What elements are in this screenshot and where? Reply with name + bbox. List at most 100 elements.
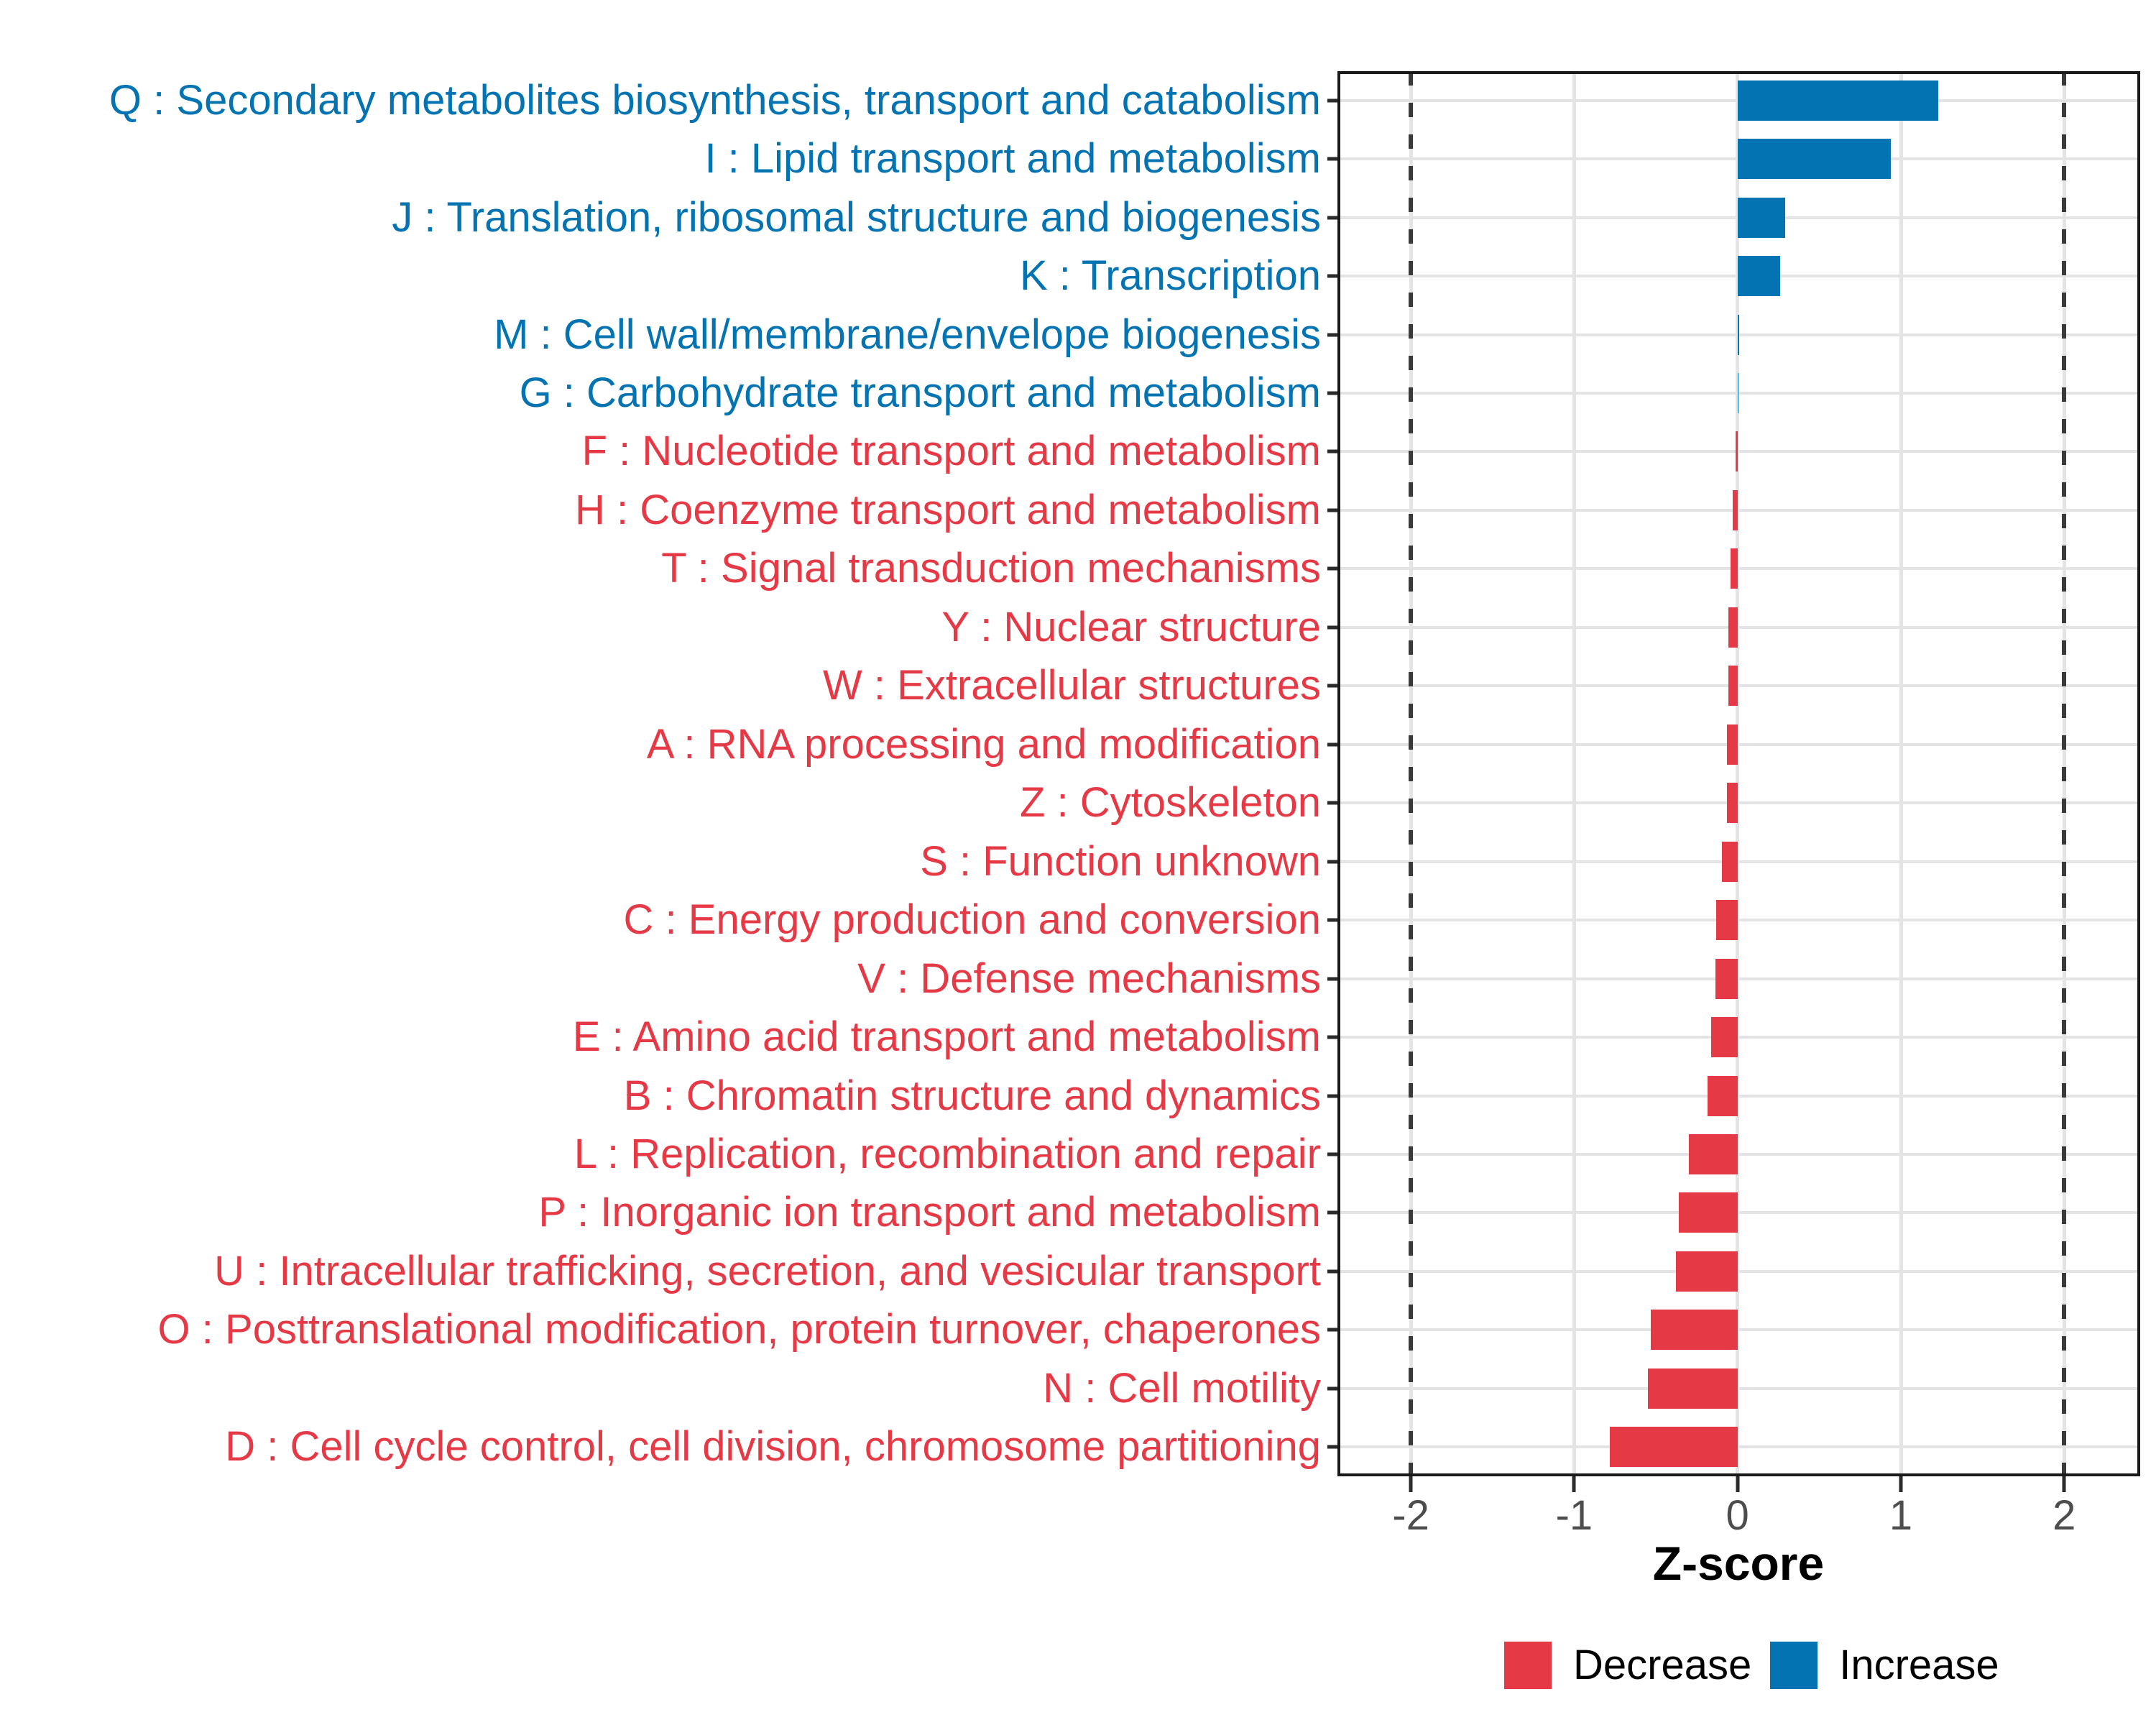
x-axis-tick-label: -2 — [1392, 1492, 1429, 1539]
bar — [1715, 958, 1738, 999]
y-axis-tick — [1327, 1386, 1337, 1391]
y-axis-tick — [1327, 216, 1337, 220]
y-axis-tick — [1327, 860, 1337, 864]
y-axis-label: H : Coenzyme transport and metabolism — [575, 486, 1321, 533]
gridline-horizontal — [1337, 1094, 2140, 1098]
y-axis-tick — [1327, 1210, 1337, 1215]
bar — [1735, 431, 1738, 472]
legend-item-decrease: Decrease — [1504, 1642, 1751, 1689]
x-axis-tick-label: -1 — [1555, 1492, 1593, 1539]
gridline-vertical — [1572, 71, 1576, 1476]
y-axis-tick — [1327, 918, 1337, 922]
bar — [1610, 1427, 1738, 1468]
gridline-vertical — [1736, 71, 1740, 1476]
y-axis-tick — [1327, 801, 1337, 805]
gridline-horizontal — [1337, 860, 2140, 863]
gridline-horizontal — [1337, 1152, 2140, 1156]
gridline-horizontal — [1337, 1211, 2140, 1215]
gridline-horizontal — [1337, 1445, 2140, 1449]
reference-line-dashed — [2062, 71, 2067, 1476]
bar — [1647, 1368, 1738, 1409]
gridline-horizontal — [1337, 684, 2140, 688]
y-axis-label: Z : Cytoskeleton — [1019, 779, 1321, 827]
gridline-horizontal — [1337, 508, 2140, 512]
x-axis-tick — [1899, 1476, 1903, 1492]
y-axis-tick — [1327, 566, 1337, 571]
gridline-horizontal — [1337, 392, 2140, 395]
y-axis-tick — [1327, 625, 1337, 630]
y-axis-tick — [1327, 274, 1337, 278]
y-axis-label: Q : Secondary metabolites biosynthesis, … — [109, 76, 1321, 124]
x-axis-tick — [2062, 1476, 2066, 1492]
gridline-horizontal — [1337, 801, 2140, 805]
y-axis-label: Y : Nuclear structure — [941, 603, 1321, 650]
gridline-horizontal — [1337, 450, 2140, 454]
bar — [1732, 489, 1738, 530]
legend-swatch-decrease — [1504, 1642, 1552, 1689]
bar — [1737, 314, 1740, 355]
y-axis-label: V : Defense mechanisms — [857, 954, 1321, 1002]
y-axis-label: C : Energy production and conversion — [623, 896, 1321, 944]
bar — [1651, 1310, 1738, 1351]
gridline-horizontal — [1337, 567, 2140, 571]
y-axis-tick — [1327, 1094, 1337, 1098]
y-axis-label: M : Cell wall/membrane/envelope biogenes… — [494, 310, 1321, 358]
legend-label-decrease: Decrease — [1573, 1642, 1752, 1688]
y-axis-tick — [1327, 742, 1337, 747]
legend-label-increase: Increase — [1839, 1642, 1999, 1688]
x-axis-tick-label: 2 — [2053, 1492, 2076, 1539]
y-axis-tick — [1327, 449, 1337, 454]
x-axis-tick — [1572, 1476, 1576, 1492]
gridline-horizontal — [1337, 625, 2140, 629]
y-axis-label: W : Extracellular structures — [823, 662, 1321, 709]
bar — [1721, 841, 1738, 882]
y-axis-label: L : Replication, recombination and repai… — [573, 1130, 1321, 1177]
y-axis-label: S : Function unknown — [920, 837, 1321, 885]
y-axis-tick — [1327, 157, 1337, 161]
gridline-horizontal — [1337, 977, 2140, 980]
bar — [1726, 724, 1738, 765]
x-axis-tick-label: 0 — [1726, 1492, 1749, 1539]
bar — [1737, 197, 1785, 238]
y-axis-label: F : Nucleotide transport and metabolism — [581, 428, 1321, 475]
y-axis-tick — [1327, 333, 1337, 337]
bar — [1716, 900, 1738, 941]
y-axis-tick — [1327, 1152, 1337, 1156]
legend-swatch-increase — [1770, 1642, 1818, 1689]
bar — [1726, 783, 1738, 824]
gridline-horizontal — [1337, 919, 2140, 922]
bar — [1678, 1192, 1738, 1233]
gridline-horizontal — [1337, 1386, 2140, 1390]
x-axis-title: Z-score — [1652, 1537, 1825, 1590]
gridline-horizontal — [1337, 1269, 2140, 1273]
x-axis-tick-label: 1 — [1889, 1492, 1913, 1539]
y-axis-label: I : Lipid transport and metabolism — [704, 135, 1321, 183]
legend: Decrease Increase — [1504, 1642, 2018, 1689]
bar — [1737, 139, 1892, 180]
y-axis-tick — [1327, 391, 1337, 395]
y-axis-label: J : Translation, ribosomal structure and… — [392, 193, 1321, 241]
y-axis-label: E : Amino acid transport and metabolism — [572, 1013, 1321, 1061]
y-axis-label: U : Intracellular trafficking, secretion… — [214, 1247, 1321, 1294]
bar — [1711, 1017, 1738, 1058]
y-axis-label: B : Chromatin structure and dynamics — [623, 1072, 1321, 1119]
bar — [1731, 548, 1738, 589]
bar — [1728, 607, 1738, 648]
y-axis-label: A : RNA processing and modification — [646, 720, 1321, 768]
y-axis-label: D : Cell cycle control, cell division, c… — [225, 1423, 1321, 1471]
y-axis-label: N : Cell motility — [1043, 1364, 1321, 1412]
y-axis-label: T : Signal transduction mechanisms — [661, 545, 1321, 592]
gridline-horizontal — [1337, 1036, 2140, 1039]
legend-item-increase: Increase — [1770, 1642, 1999, 1689]
reference-line-dashed — [1409, 71, 1414, 1476]
y-axis-tick — [1327, 977, 1337, 981]
y-axis-tick — [1327, 1035, 1337, 1039]
x-axis-tick — [1409, 1476, 1413, 1492]
gridline-vertical — [1899, 71, 1903, 1476]
x-axis-tick — [1736, 1476, 1740, 1492]
y-axis-tick — [1327, 98, 1337, 103]
y-axis-tick — [1327, 684, 1337, 688]
bar — [1728, 666, 1738, 707]
bar — [1737, 256, 1780, 297]
